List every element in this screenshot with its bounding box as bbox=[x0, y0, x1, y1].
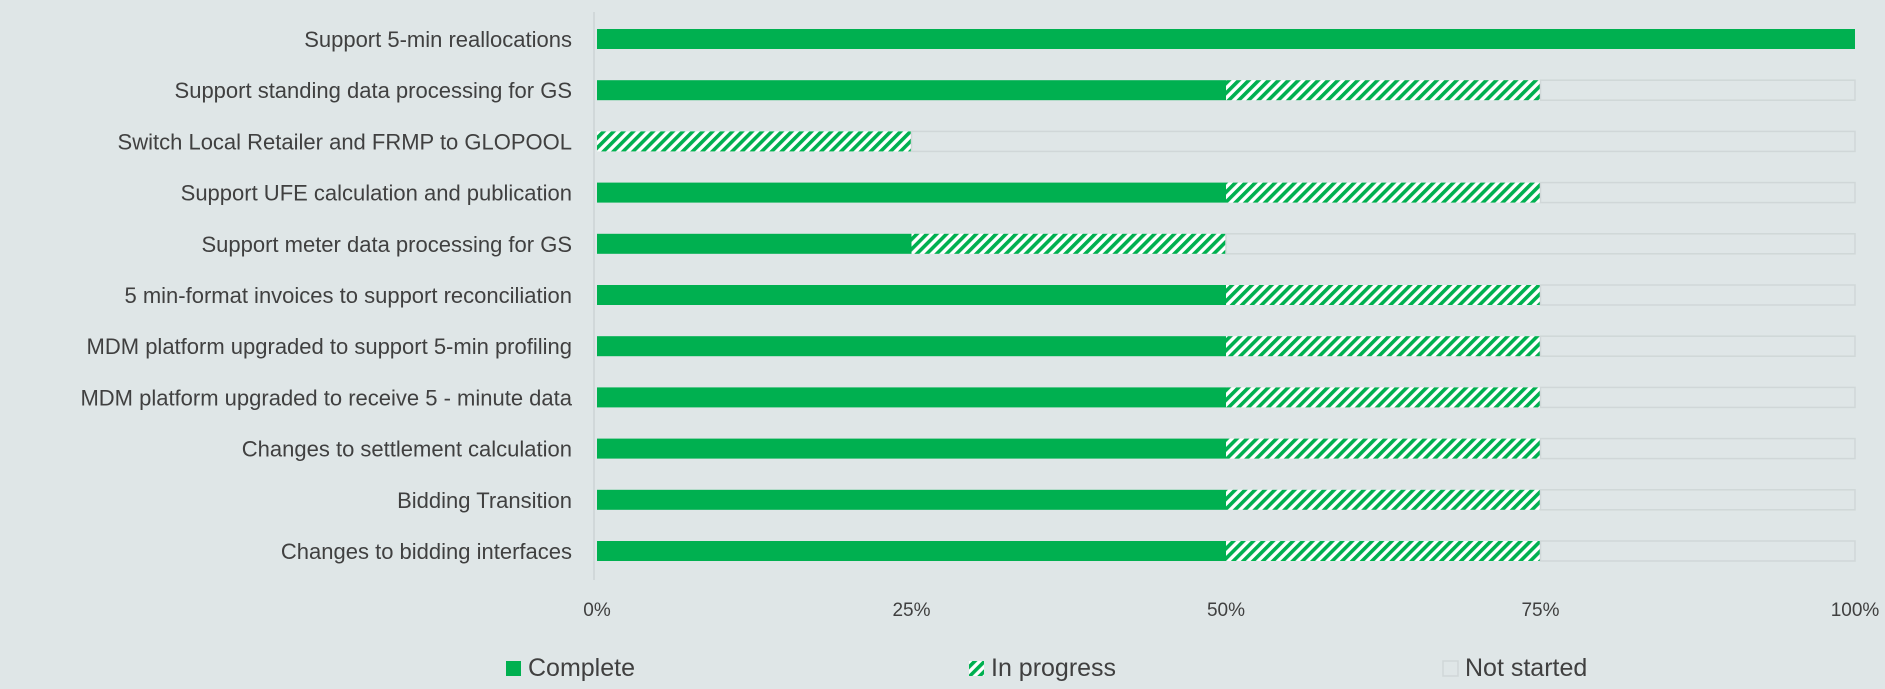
bar-not-started bbox=[1539, 386, 1856, 409]
bar-in-progress bbox=[1226, 489, 1541, 510]
category-label: Changes to bidding interfaces bbox=[281, 539, 572, 564]
bar-in-progress bbox=[1226, 336, 1541, 357]
bar-in-progress bbox=[1226, 387, 1541, 408]
bar-in-progress bbox=[1226, 285, 1541, 305]
bar-not-started bbox=[1539, 79, 1856, 101]
bar-not-started bbox=[1539, 284, 1856, 306]
x-tick-label: 0% bbox=[583, 600, 611, 621]
x-tick-label: 50% bbox=[1207, 600, 1245, 621]
bar-not-started bbox=[1539, 335, 1856, 357]
bar-not-started bbox=[1225, 233, 1856, 255]
bar-not-started bbox=[1539, 540, 1856, 562]
bar-in-progress bbox=[1226, 541, 1541, 561]
category-label: Changes to settlement calculation bbox=[242, 437, 572, 462]
bar-in-progress bbox=[1226, 438, 1541, 459]
x-tick-label: 100% bbox=[1831, 600, 1880, 621]
category-label: MDM platform upgraded to receive 5 - min… bbox=[80, 385, 572, 410]
category-label: MDM platform upgraded to support 5-min p… bbox=[87, 334, 572, 359]
category-label: Support 5-min reallocations bbox=[304, 27, 572, 52]
bar-complete bbox=[597, 336, 1226, 357]
legend-swatch-complete bbox=[506, 661, 521, 676]
bar-in-progress bbox=[1226, 182, 1541, 203]
bar-not-started bbox=[910, 130, 1856, 153]
bar-complete bbox=[597, 233, 912, 254]
bar-in-progress bbox=[597, 131, 912, 152]
x-tick-label: 25% bbox=[892, 600, 930, 621]
bar-not-started bbox=[1539, 489, 1856, 511]
bar-in-progress bbox=[911, 233, 1226, 254]
legend-label: Not started bbox=[1465, 654, 1587, 682]
category-label: Support meter data processing for GS bbox=[201, 232, 572, 257]
legend-label: In progress bbox=[991, 654, 1116, 682]
bar-complete bbox=[597, 80, 1226, 101]
category-label: 5 min-format invoices to support reconci… bbox=[124, 283, 572, 308]
legend: Complete In progress Not started bbox=[506, 654, 1587, 682]
legend-label: Complete bbox=[528, 654, 635, 682]
bar-not-started bbox=[1539, 437, 1856, 460]
bar-not-started bbox=[1539, 181, 1856, 204]
category-label: Support UFE calculation and publication bbox=[181, 181, 572, 206]
legend-swatch-in-progress bbox=[969, 661, 984, 676]
x-tick-label: 75% bbox=[1521, 600, 1559, 621]
category-label: Bidding Transition bbox=[397, 488, 572, 513]
bar-complete bbox=[597, 182, 1226, 203]
bar-complete bbox=[597, 285, 1226, 305]
bar-complete bbox=[597, 489, 1226, 510]
bar-complete bbox=[597, 387, 1226, 408]
category-labels: Support 5-min reallocations Support stand… bbox=[80, 27, 572, 564]
category-label: Switch Local Retailer and FRMP to GLOPOO… bbox=[118, 129, 572, 154]
bar-complete bbox=[597, 541, 1226, 561]
legend-swatch-not-started bbox=[1442, 660, 1459, 677]
bar-complete bbox=[597, 438, 1226, 459]
bar-in-progress bbox=[1226, 80, 1541, 101]
category-label: Support standing data processing for GS bbox=[175, 78, 572, 103]
bars-layer bbox=[597, 29, 1856, 562]
x-axis: 0% 25% 50% 75% 100% bbox=[583, 12, 1879, 621]
bar-complete bbox=[597, 29, 1855, 49]
